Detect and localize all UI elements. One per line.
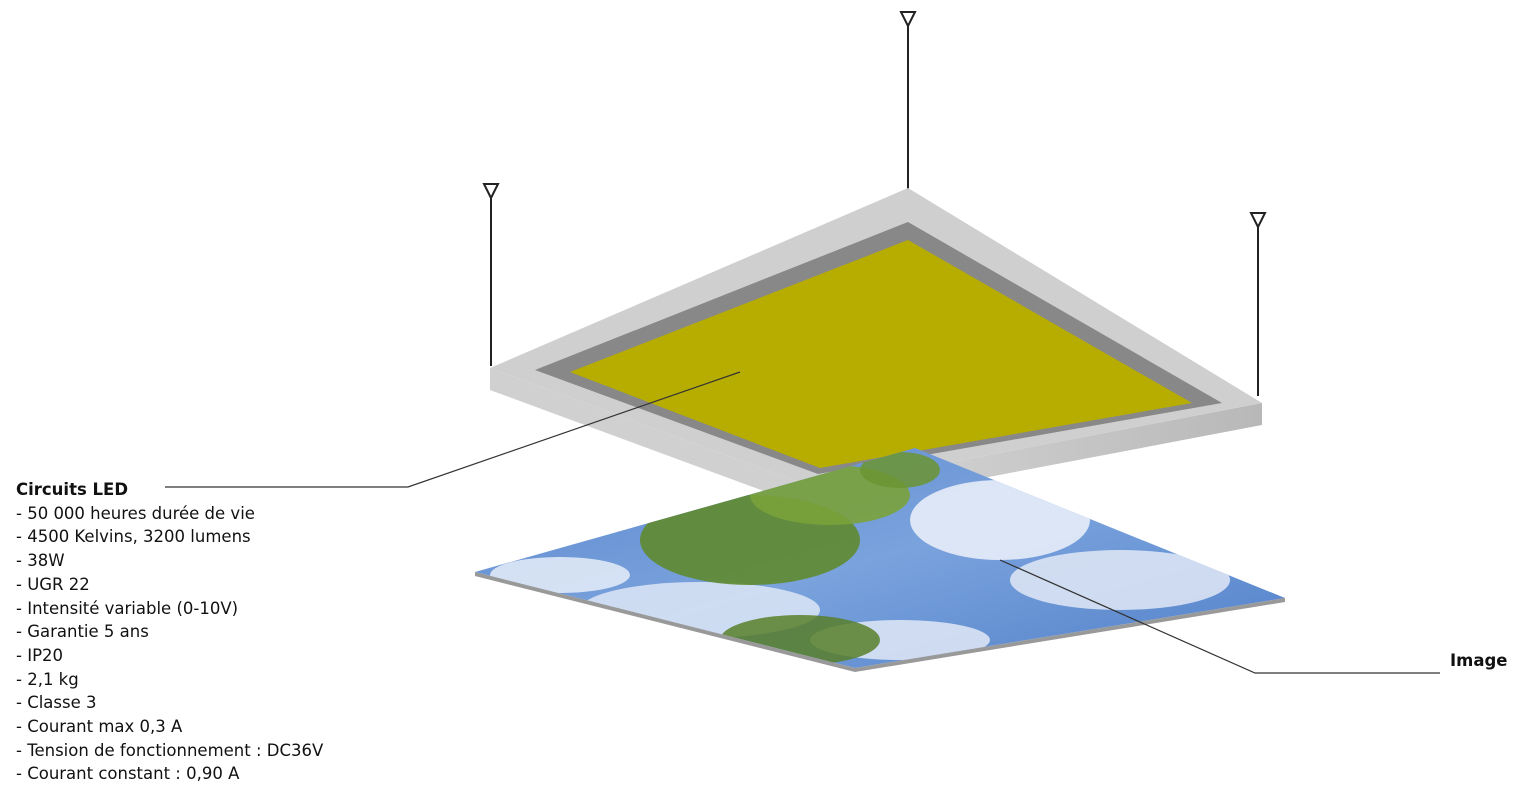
spec-item: - 2,1 kg bbox=[16, 669, 79, 689]
spec-item: - Garantie 5 ans bbox=[16, 622, 149, 642]
spec-item: - Courant max 0,3 A bbox=[16, 717, 183, 737]
spec-item: - 4500 Kelvins, 3200 lumens bbox=[16, 527, 251, 547]
led-panel bbox=[570, 240, 1192, 468]
spec-item: - 38W bbox=[16, 551, 65, 571]
callout-title: Circuits LED bbox=[16, 480, 129, 499]
callout-title: Image bbox=[1450, 651, 1508, 670]
led-callout: Circuits LED - 50 000 heures durée de vi… bbox=[16, 478, 323, 786]
leader-line bbox=[999, 559, 1440, 674]
spec-item: - Classe 3 bbox=[16, 693, 97, 713]
panel-frame bbox=[490, 188, 1262, 510]
spec-item: - Courant constant : 0,90 A bbox=[16, 764, 240, 784]
image-panel bbox=[475, 448, 1285, 668]
spec-item: - UGR 22 bbox=[16, 574, 90, 594]
spec-item: - Intensité variable (0-10V) bbox=[16, 598, 239, 618]
hangers bbox=[482, 11, 1267, 396]
spec-item: - IP20 bbox=[16, 645, 64, 665]
spec-item: - 50 000 heures durée de vie bbox=[16, 503, 255, 523]
leader-line bbox=[165, 371, 741, 488]
spec-item: - Tension de fonctionnement : DC36V bbox=[16, 740, 324, 760]
